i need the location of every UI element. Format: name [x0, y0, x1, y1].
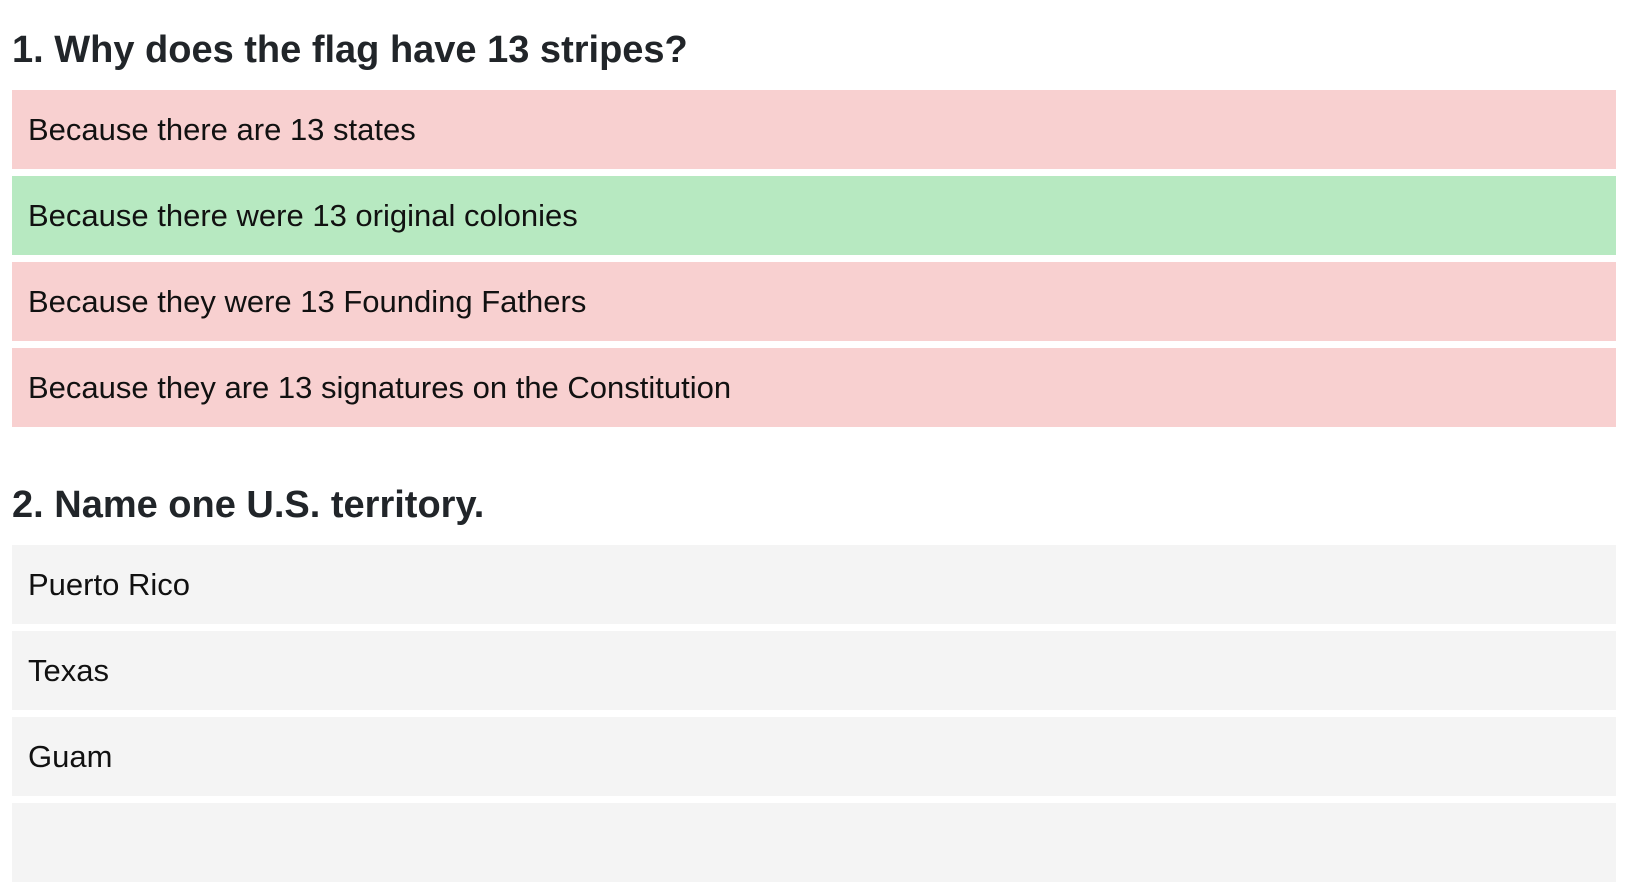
answer-option-wrong[interactable]: Because they were 13 Founding Fathers: [12, 262, 1616, 341]
answer-option[interactable]: [12, 803, 1616, 882]
answer-option[interactable]: Texas: [12, 631, 1616, 710]
answer-option[interactable]: Guam: [12, 717, 1616, 796]
question-1: 1. Why does the flag have 13 stripes? Be…: [12, 0, 1616, 427]
question-2: 2. Name one U.S. territory. Puerto Rico …: [12, 427, 1616, 882]
answer-option-correct[interactable]: Because there were 13 original colonies: [12, 176, 1616, 255]
answer-option[interactable]: Puerto Rico: [12, 545, 1616, 624]
answer-option-wrong[interactable]: Because there are 13 states: [12, 90, 1616, 169]
answer-list: Because there are 13 states Because ther…: [12, 90, 1616, 427]
question-title: 2. Name one U.S. territory.: [12, 484, 485, 526]
answer-option-wrong[interactable]: Because they are 13 signatures on the Co…: [12, 348, 1616, 427]
answer-list: Puerto Rico Texas Guam: [12, 545, 1616, 882]
quiz-container: 1. Why does the flag have 13 stripes? Be…: [12, 0, 1616, 882]
question-title: 1. Why does the flag have 13 stripes?: [12, 29, 688, 71]
